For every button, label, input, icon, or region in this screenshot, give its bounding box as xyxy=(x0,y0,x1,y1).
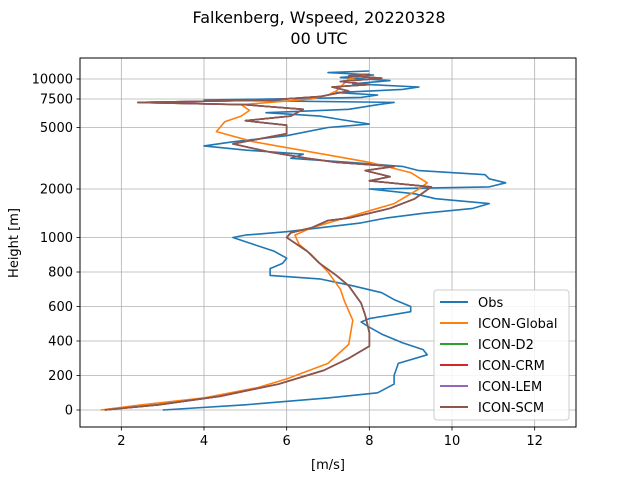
x-tick-label: 4 xyxy=(200,434,208,449)
y-tick-label: 2000 xyxy=(40,183,73,198)
x-tick-label: 10 xyxy=(444,434,461,449)
y-tick-label: 5000 xyxy=(40,121,73,136)
x-tick-label: 12 xyxy=(526,434,543,449)
y-tick-label: 800 xyxy=(48,266,73,281)
y-tick-label: 1000 xyxy=(40,231,73,246)
y-axis-label: Height [m] xyxy=(7,208,22,278)
legend: Obs ICON-Global ICON-D2 ICON-CRM ICON-LEM ICO… xyxy=(433,289,570,421)
legend-label: ICON-LEM xyxy=(478,380,542,395)
y-tick-label: 600 xyxy=(48,300,73,315)
x-tick-label: 8 xyxy=(365,434,373,449)
series-line-icon-lem xyxy=(104,73,433,411)
series-line-icon-scm xyxy=(104,73,433,411)
plot-frame xyxy=(79,57,577,428)
legend-label: ICON-D2 xyxy=(478,338,534,353)
chart-title-line2: 00 UTC xyxy=(290,29,347,48)
tick-layer: 2 4 6 8 10 12 0 200 400 600 800 1000 2000 5000 7500 100… xyxy=(32,73,543,450)
series-layer xyxy=(100,70,507,411)
chart-title-line1: Falkenberg, Wspeed, 20220328 xyxy=(192,8,445,27)
series-line-obs xyxy=(162,70,507,411)
legend-label: Obs xyxy=(478,296,503,311)
y-tick-label: 200 xyxy=(48,369,73,384)
y-tick-label: 400 xyxy=(48,335,73,350)
x-axis-label: [m/s] xyxy=(311,458,345,473)
series-line-icon-global xyxy=(100,74,428,411)
x-tick-label: 6 xyxy=(283,434,291,449)
x-tick-label: 2 xyxy=(117,434,125,449)
y-tick-label: 10000 xyxy=(32,73,73,88)
legend-label: ICON-CRM xyxy=(478,359,545,374)
series-line-icon-d2 xyxy=(104,73,433,411)
y-tick-label: 0 xyxy=(65,404,73,419)
series-line-icon-crm xyxy=(104,73,433,411)
legend-label: ICON-SCM xyxy=(478,401,544,416)
legend-label: ICON-Global xyxy=(478,317,558,332)
y-tick-label: 7500 xyxy=(40,93,73,108)
